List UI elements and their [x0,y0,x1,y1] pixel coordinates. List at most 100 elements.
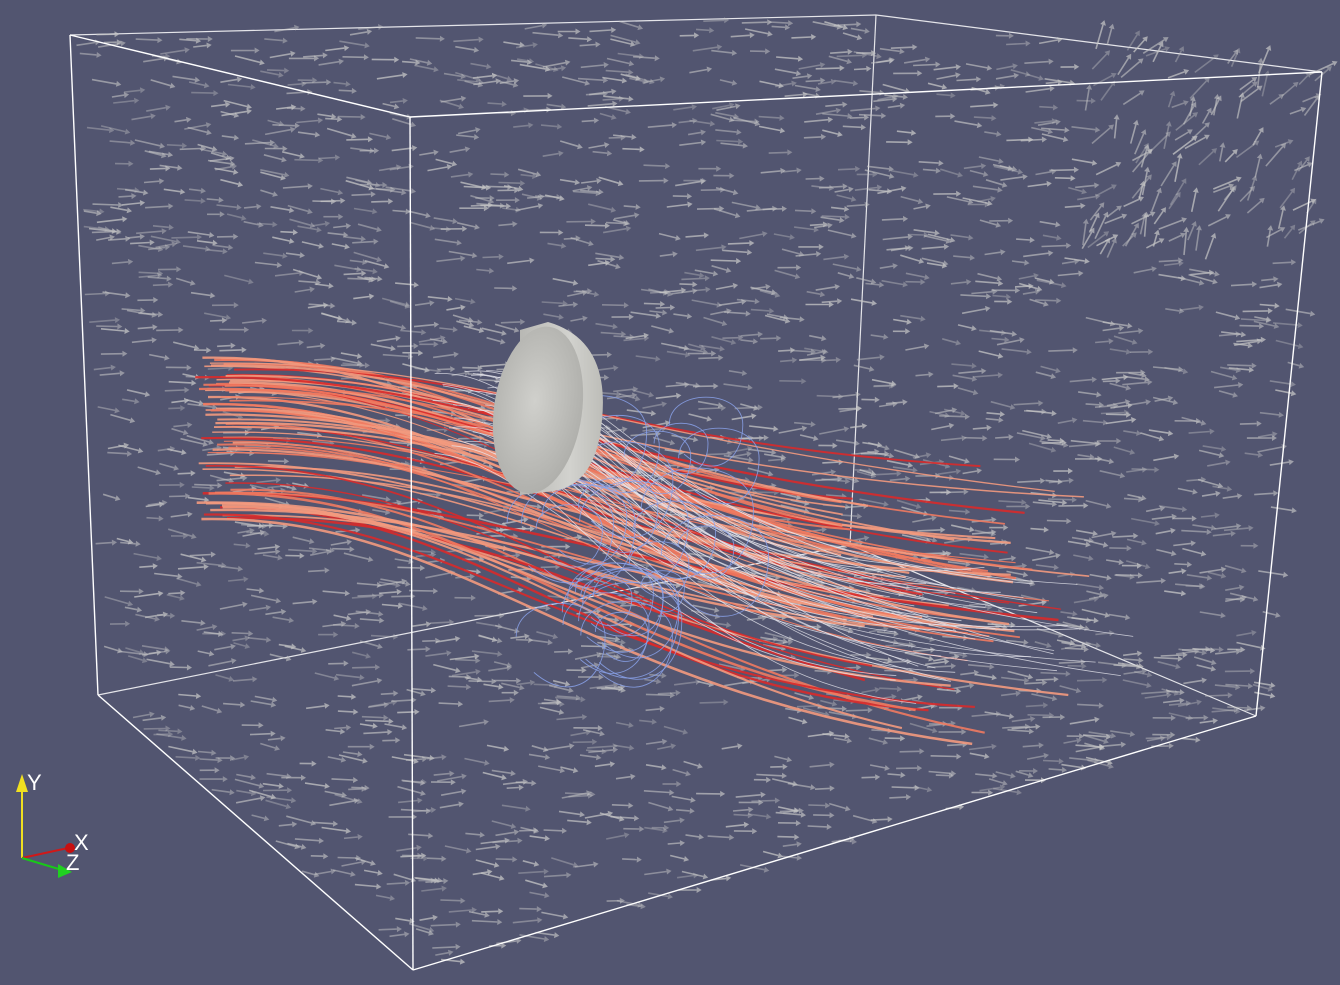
vector-arrow-glyph [731,201,761,211]
vector-arrow-glyph [351,191,376,198]
vector-arrow-glyph [145,203,174,210]
vector-arrow-glyph [691,299,722,308]
vector-arrow-glyph [1046,518,1072,525]
vector-arrow-glyph [927,233,956,243]
vector-arrow-glyph [104,39,122,46]
vector-arrow-glyph [396,844,422,852]
vector-arrow-glyph [1207,214,1231,227]
vector-arrow-glyph [685,232,709,239]
vector-arrow-glyph [1113,663,1142,670]
vector-arrow-glyph [463,184,492,191]
vector-arrow-glyph [822,129,843,137]
vector-arrow-glyph [1104,213,1128,225]
vector-arrow-glyph [1124,222,1139,247]
vector-arrow-glyph [294,286,315,293]
vector-arrow-glyph [224,274,254,285]
vector-arrow-glyph [1201,107,1212,124]
vector-arrow-glyph [476,267,495,274]
vector-arrow-glyph [747,813,772,820]
vector-arrow-glyph [529,835,550,842]
vector-arrow-glyph [447,684,472,690]
vector-arrow-glyph [683,177,707,184]
vector-arrow-glyph [1183,677,1207,685]
orientation-axes-widget[interactable]: Y X Z [16,770,89,878]
vector-arrow-glyph [946,196,974,205]
vector-arrow-glyph [820,699,838,707]
vector-arrow-glyph [711,265,732,273]
vector-arrow-glyph [884,94,908,100]
vector-arrow-glyph [1061,258,1080,265]
vector-arrow-glyph [996,337,1025,346]
vector-arrow-glyph [698,165,722,172]
vector-arrow-glyph [1164,590,1187,597]
vector-arrow-glyph [448,250,478,259]
vector-arrow-glyph [892,466,918,473]
vector-arrow-glyph [936,687,962,694]
vector-arrow-glyph [84,290,111,297]
vector-arrow-glyph [433,770,455,777]
vector-arrow-glyph [247,636,272,643]
vector-arrow-glyph [645,705,665,712]
vector-arrow-glyph [738,799,764,806]
vector-arrow-glyph [993,456,1020,463]
vector-arrow-glyph [552,277,579,286]
vector-arrow-glyph [197,143,218,152]
vector-arrow-glyph [998,555,1017,562]
vector-arrow-glyph [1198,449,1225,459]
vector-arrow-glyph [792,73,813,80]
vector-arrow-glyph [220,76,243,83]
vector-arrow-glyph [518,868,549,875]
vector-arrow-glyph [613,386,639,393]
cylinder-obstacle [492,322,603,495]
vector-arrow-glyph [436,255,466,263]
vector-arrow-glyph [1053,468,1073,474]
vector-arrow-glyph [1091,50,1111,70]
vector-arrow-glyph [217,342,236,349]
vector-arrow-glyph [281,774,306,781]
vector-arrow-glyph [118,193,137,200]
vector-arrow-glyph [251,814,270,822]
streamlines [195,356,1134,746]
vector-arrow-glyph [967,201,990,208]
x-axis-marker [65,843,75,853]
vector-arrow-glyph [988,778,1008,786]
vector-arrow-glyph [1018,273,1039,280]
streamline-cool [562,592,650,674]
streamline-cool [623,430,692,494]
vector-arrow-glyph [667,840,685,846]
vector-arrow-glyph [715,129,742,136]
vector-arrow-glyph [382,737,401,744]
vector-arrow-glyph [1239,77,1258,91]
vector-arrow-glyph [953,254,975,261]
vector-arrow-glyph [376,335,401,343]
vector-arrow-glyph [1105,411,1132,418]
vector-arrow-glyph [375,894,395,901]
vector-arrow-glyph [1127,493,1147,501]
vector-arrow-glyph [1110,402,1133,409]
vector-arrow-glyph [818,442,838,449]
vector-arrow-glyph [191,90,219,97]
vector-arrow-glyph [881,215,909,222]
vector-arrow-glyph [940,435,967,442]
vector-arrow-glyph [132,711,155,719]
vector-arrow-glyph [413,321,440,328]
vector-arrow-glyph [1174,561,1193,568]
vector-arrow-glyph [223,701,246,708]
vector-arrow-glyph [334,793,363,804]
vector-arrow-glyph [706,621,732,628]
vector-arrow-glyph [804,347,829,355]
vector-arrow-glyph [541,699,562,706]
vector-arrow-glyph [995,72,1020,80]
vector-arrow-glyph [854,184,883,191]
vector-arrow-glyph [241,722,264,729]
vector-arrow-glyph [1099,470,1126,479]
vector-arrow-glyph [524,22,548,30]
vector-arrow-glyph [740,338,759,345]
vector-arrow-glyph [206,197,224,203]
vector-arrow-glyph [807,730,835,738]
vector-arrow-glyph [96,31,120,38]
vector-arrow-glyph [625,73,655,85]
vector-arrow-glyph [849,114,870,121]
